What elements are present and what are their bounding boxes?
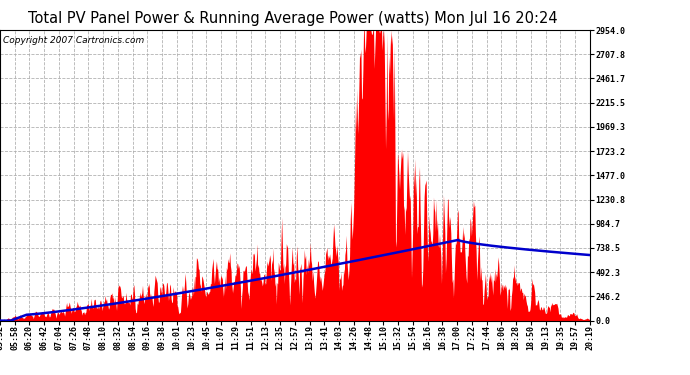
Text: Copyright 2007 Cartronics.com: Copyright 2007 Cartronics.com — [3, 36, 144, 45]
Text: Total PV Panel Power & Running Average Power (watts) Mon Jul 16 20:24: Total PV Panel Power & Running Average P… — [28, 11, 558, 26]
